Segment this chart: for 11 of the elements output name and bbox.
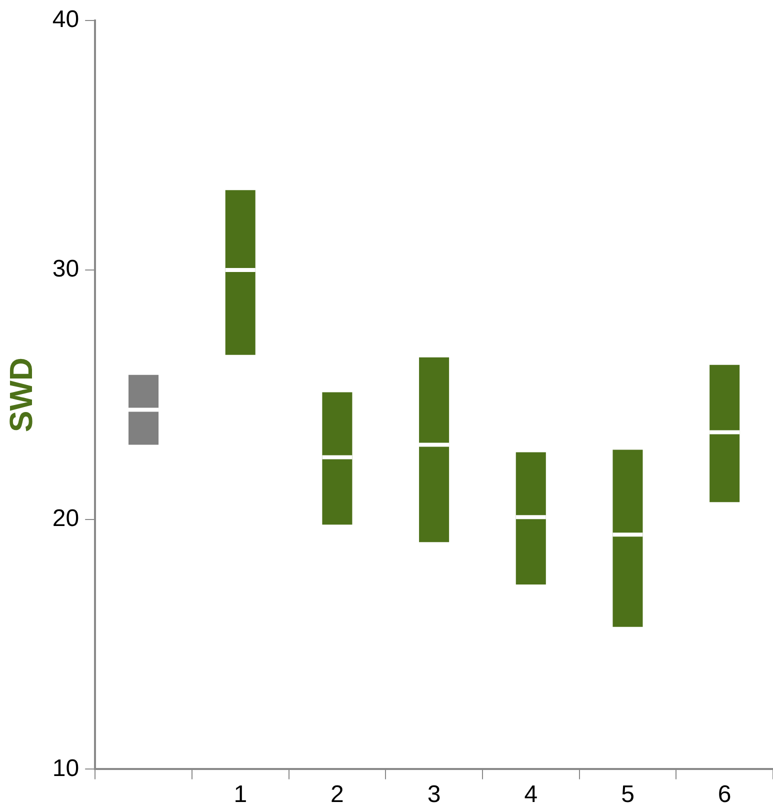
x-tick-label: 4: [524, 781, 538, 808]
x-tick-label: 1: [234, 781, 248, 808]
x-tick-label: 5: [621, 781, 634, 808]
y-tick-label: 20: [52, 505, 80, 532]
x-tick-label: 6: [718, 781, 732, 808]
y-axis-title: SWD: [3, 357, 40, 432]
y-tick-label: 40: [52, 6, 80, 34]
x-tick-label: 3: [427, 781, 441, 808]
y-tick-label: 10: [52, 754, 80, 782]
y-tick-label: 30: [52, 256, 80, 283]
x-tick-label: 2: [330, 781, 344, 808]
